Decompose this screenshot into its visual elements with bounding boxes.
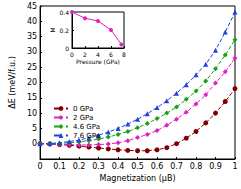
svg-text:0.5: 0.5 xyxy=(131,162,144,171)
svg-text:0.8: 0.8 xyxy=(190,162,203,171)
svg-text:8: 8 xyxy=(122,51,126,58)
svg-text:30: 30 xyxy=(27,47,37,56)
svg-text:5: 5 xyxy=(32,124,37,133)
svg-text:0.2: 0.2 xyxy=(59,27,69,34)
svg-text:M: M xyxy=(49,27,56,32)
svg-text:0.9: 0.9 xyxy=(209,162,222,171)
svg-text:35: 35 xyxy=(27,32,37,41)
svg-text:0.4: 0.4 xyxy=(112,162,125,171)
svg-text:ΔE (meV/f.u.): ΔE (meV/f.u.) xyxy=(8,56,17,109)
svg-text:4: 4 xyxy=(96,51,100,58)
svg-text:0.3: 0.3 xyxy=(92,162,105,171)
svg-text:0: 0 xyxy=(32,139,37,148)
svg-text:2 GPa: 2 GPa xyxy=(73,114,93,122)
svg-text:2: 2 xyxy=(83,51,87,58)
svg-text:6: 6 xyxy=(109,51,113,58)
svg-text:0.2: 0.2 xyxy=(73,162,86,171)
svg-text:10: 10 xyxy=(27,109,37,118)
svg-text:0: 0 xyxy=(70,51,74,58)
svg-text:40: 40 xyxy=(27,17,37,26)
svg-text:0: 0 xyxy=(65,45,69,52)
svg-text:25: 25 xyxy=(27,63,37,72)
svg-text:45: 45 xyxy=(27,2,37,11)
svg-text:4.6 GPa: 4.6 GPa xyxy=(73,123,100,131)
svg-text:0: 0 xyxy=(38,162,43,171)
svg-text:0 GPa: 0 GPa xyxy=(73,105,93,113)
svg-text:0.7: 0.7 xyxy=(170,162,183,171)
svg-text:15: 15 xyxy=(27,93,37,102)
svg-text:0.6: 0.6 xyxy=(151,162,164,171)
svg-text:7.6 GPa: 7.6 GPa xyxy=(73,132,100,140)
svg-text:0.1: 0.1 xyxy=(53,162,66,171)
svg-text:20: 20 xyxy=(27,78,37,87)
svg-text:Pressure (GPa): Pressure (GPa) xyxy=(76,58,120,65)
svg-text:0.4: 0.4 xyxy=(59,9,69,16)
svg-text:1: 1 xyxy=(232,162,237,171)
svg-text:Magnetization (μB): Magnetization (μB) xyxy=(100,174,176,183)
